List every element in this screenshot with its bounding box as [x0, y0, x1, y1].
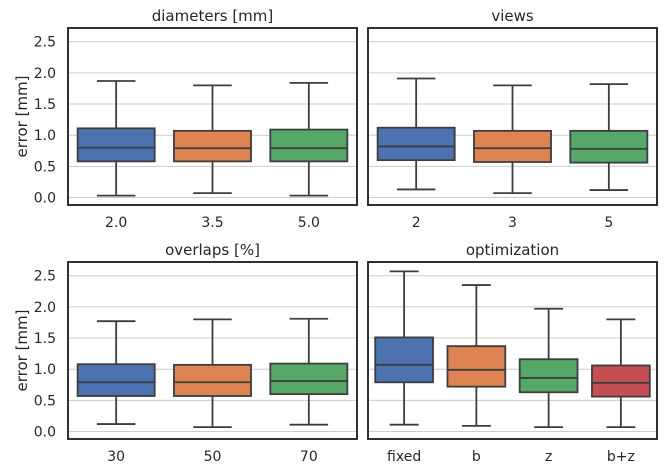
y-tick-label: 1.5	[34, 331, 56, 347]
x-tick-label: z	[545, 449, 552, 464]
box-iqr	[518, 358, 579, 394]
x-tick-label: 2	[412, 215, 421, 231]
box-iqr	[569, 129, 649, 164]
y-tick-label: 1.0	[34, 128, 56, 144]
box-iqr	[376, 126, 456, 162]
box-2.0	[76, 80, 156, 197]
subplot-2: 0.0 0.5 1.0 1.5 2.0 2.5 error [mm] overlaps [%]…	[13, 241, 358, 465]
y-tick-label: 1.0	[34, 362, 56, 378]
subplot-title: diameters [mm]	[152, 7, 274, 25]
y-tick-label: 0.0	[34, 191, 56, 207]
box-iqr	[374, 336, 434, 384]
x-tick-label: 3.5	[201, 215, 223, 231]
y-tick-label: 0.5	[34, 393, 56, 409]
subplot-0: 0.0 0.5 1.0 1.5 2.0 2.5 error [mm] diameters [m…	[13, 7, 358, 231]
box-5.0	[269, 81, 349, 197]
box-iqr	[591, 364, 651, 398]
x-tick-label: b	[472, 449, 481, 464]
box-iqr	[76, 127, 156, 163]
box-iqr	[446, 345, 507, 388]
box-iqr	[173, 129, 252, 163]
y-tick-label: 1.5	[34, 97, 56, 113]
y-tick-label: 0.0	[34, 425, 56, 441]
x-tick-label: 50	[204, 449, 222, 464]
axes-frame	[367, 27, 658, 206]
x-tick-label: 70	[300, 449, 318, 464]
y-tick-label: 2.5	[34, 35, 56, 51]
box-50	[173, 318, 252, 429]
axes-frame	[67, 261, 358, 440]
box-b+z	[591, 318, 651, 429]
y-axis-label: error [mm]	[13, 75, 31, 157]
box-iqr	[173, 363, 252, 397]
box-30	[76, 320, 156, 425]
y-axis-label: error [mm]	[13, 309, 31, 391]
x-tick-label: 30	[107, 449, 125, 464]
subplot-1: views 2 3 5	[367, 7, 658, 231]
subplot-title: optimization	[466, 241, 559, 259]
subplot-title: views	[491, 7, 534, 25]
x-tick-label: 3	[508, 215, 517, 231]
axes-frame	[67, 27, 358, 206]
box-iqr	[473, 129, 552, 163]
box-b	[446, 284, 507, 427]
x-tick-label: 2.0	[105, 215, 127, 231]
box-iqr	[269, 362, 349, 396]
box-iqr	[269, 128, 349, 163]
box-2	[376, 77, 456, 191]
subplot-3: optimization fixed b z b+z	[367, 241, 658, 465]
subplot-title: overlaps [%]	[165, 241, 260, 259]
box-fixed	[374, 270, 434, 426]
box-70	[269, 317, 349, 426]
y-tick-label: 0.5	[34, 159, 56, 175]
x-tick-label: b+z	[607, 449, 635, 464]
box-iqr	[76, 363, 156, 397]
box-5	[569, 83, 649, 191]
box-3.5	[173, 84, 252, 195]
box-3	[473, 84, 552, 195]
y-tick-label: 2.0	[34, 300, 56, 316]
y-tick-label: 2.5	[34, 269, 56, 285]
x-tick-label: 5	[604, 215, 613, 231]
axes-frame	[367, 261, 658, 440]
x-tick-label: 5.0	[298, 215, 320, 231]
y-tick-label: 2.0	[34, 66, 56, 82]
x-tick-label: fixed	[387, 449, 421, 464]
box-z	[518, 307, 579, 429]
